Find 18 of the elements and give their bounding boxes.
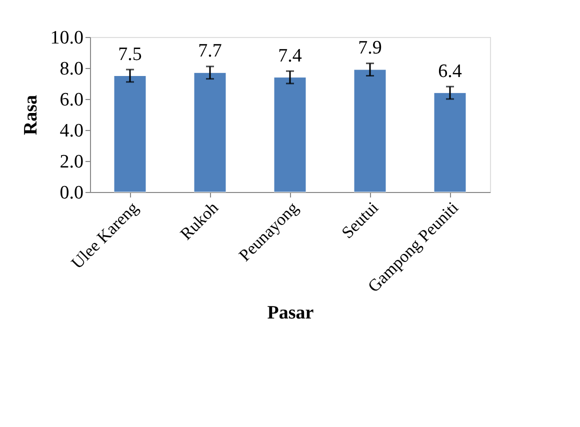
bar [194, 72, 226, 192]
data-label: 7.7 [198, 40, 222, 62]
y-tick-label: 6.0 [60, 90, 84, 110]
y-tick-label: 4.0 [60, 120, 84, 142]
bar [354, 69, 386, 192]
y-tick-label: 2.0 [60, 152, 84, 172]
data-label: 6.4 [438, 60, 462, 82]
data-label: 7.9 [358, 38, 382, 59]
y-axis-title: Rasa [20, 94, 42, 136]
y-tick-label: 0.0 [60, 182, 84, 204]
y-tick-label: 8.0 [60, 58, 84, 80]
bar [274, 77, 306, 192]
x-axis-title: Pasar [267, 302, 314, 324]
bar [434, 92, 466, 192]
data-label: 7.5 [118, 44, 142, 65]
y-tick-label: 10.0 [50, 28, 84, 48]
bar [114, 76, 146, 192]
data-label: 7.4 [278, 45, 302, 66]
